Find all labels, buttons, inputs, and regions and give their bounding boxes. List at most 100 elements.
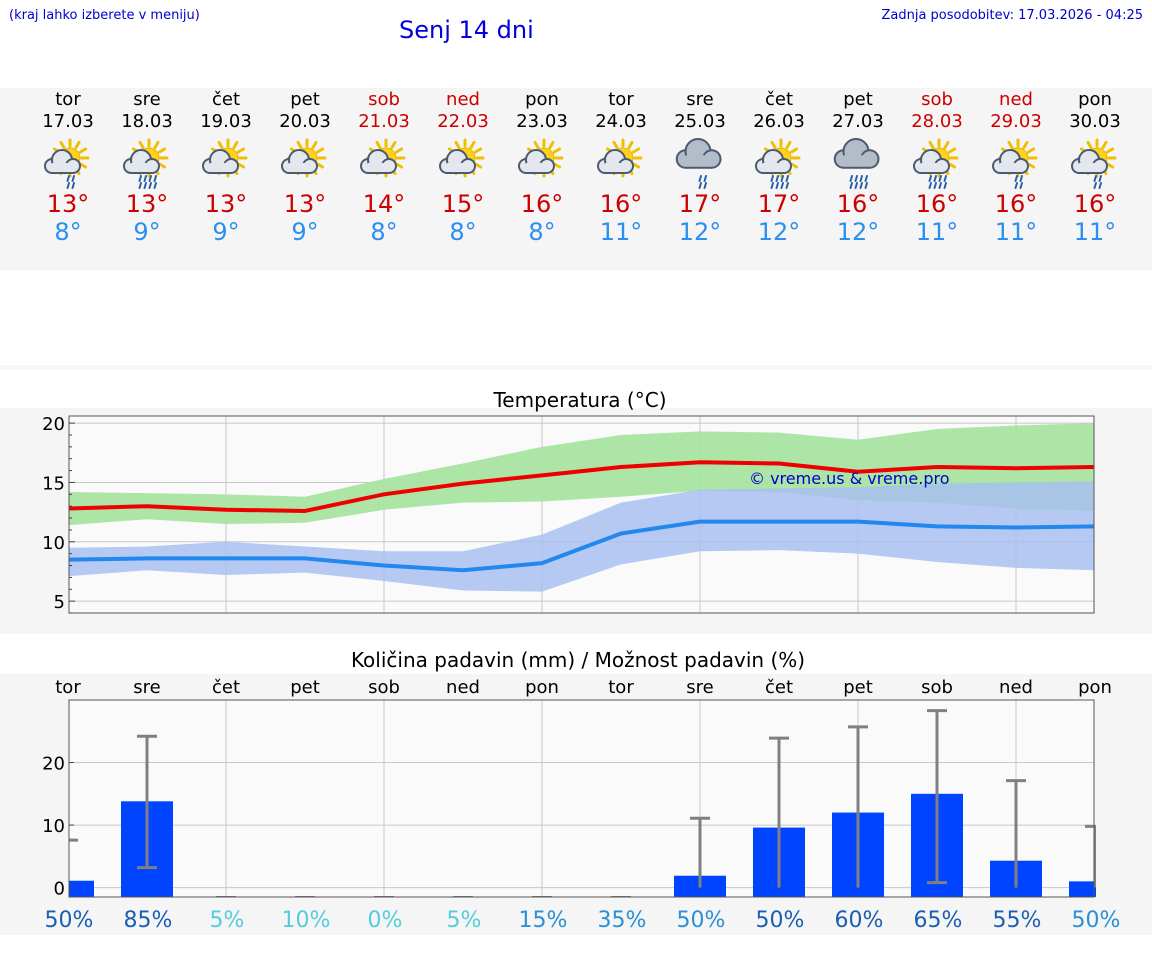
x-category-label: ned xyxy=(446,677,480,698)
min-temperature: 8° xyxy=(528,218,556,246)
precipitation-probability: 50% xyxy=(1072,908,1121,933)
day-name: tor xyxy=(608,89,634,110)
day-forecast: tor 17.03 13° 8° xyxy=(28,89,108,246)
day-date: 21.03 xyxy=(358,111,410,132)
y-tick-label: 10 xyxy=(42,816,65,837)
sun-cloud-rain-icon xyxy=(992,138,1038,189)
precipitation-probability: 65% xyxy=(914,908,963,933)
cloud-rain-icon xyxy=(675,138,722,189)
sun-cloud-heavy-rain-icon xyxy=(755,138,801,189)
day-forecast: sre 18.03 13° 9° xyxy=(107,89,187,246)
max-temperature: 16° xyxy=(915,190,959,218)
sun-cloud-icon xyxy=(360,138,406,178)
sun-cloud-icon xyxy=(281,138,327,178)
day-date: 25.03 xyxy=(674,111,726,132)
min-temperature: 8° xyxy=(54,218,82,246)
precipitation-probability: 50% xyxy=(45,908,94,933)
precipitation-probability: 15% xyxy=(519,908,568,933)
max-temperature: 16° xyxy=(1073,190,1117,218)
location-menu-hint: (kraj lahko izberete v meniju) xyxy=(9,8,200,23)
precipitation-bar xyxy=(69,880,94,897)
x-category-label: pet xyxy=(290,677,320,698)
max-temperature: 17° xyxy=(757,190,801,218)
max-temperature: 13° xyxy=(125,190,169,218)
day-date: 30.03 xyxy=(1069,111,1121,132)
y-tick-label: 20 xyxy=(42,414,65,435)
day-name: sob xyxy=(921,89,953,110)
precipitation-chart-title: Količina padavin (mm) / Možnost padavin … xyxy=(350,648,806,672)
x-category-label: pet xyxy=(843,677,873,698)
sun-cloud-icon xyxy=(439,138,485,178)
day-name: sre xyxy=(686,89,714,110)
max-temperature: 13° xyxy=(204,190,248,218)
x-category-label: sre xyxy=(133,677,160,698)
sun-cloud-icon xyxy=(202,138,248,178)
day-forecast: ned 22.03 15° 8° xyxy=(423,89,503,246)
day-name: pon xyxy=(1078,89,1112,110)
y-tick-label: 15 xyxy=(42,473,65,494)
precipitation-plot-frame xyxy=(68,699,1095,898)
day-forecast: pet 20.03 13° 9° xyxy=(265,89,345,246)
day-forecast: čet 26.03 17° 12° xyxy=(739,89,819,246)
day-forecast: pon 23.03 16° 8° xyxy=(502,89,582,246)
x-category-label: sob xyxy=(368,677,400,698)
precipitation-probability: 55% xyxy=(993,908,1042,933)
day-date: 17.03 xyxy=(42,111,94,132)
precipitation-probability: 5% xyxy=(210,908,245,933)
daily-forecast-panel xyxy=(0,88,1152,270)
y-tick-label: 20 xyxy=(42,754,65,775)
max-temperature: 13° xyxy=(46,190,90,218)
max-temperature: 14° xyxy=(362,190,406,218)
min-temperature: 11° xyxy=(599,218,643,246)
day-name: pet xyxy=(843,89,873,110)
temperature-chart-title: Temperatura (°C) xyxy=(493,388,667,412)
max-temperature-range-band xyxy=(69,423,1094,526)
day-name: sre xyxy=(133,89,161,110)
precipitation-probability: 85% xyxy=(124,908,173,933)
min-temperature: 9° xyxy=(133,218,161,246)
sun-cloud-icon xyxy=(597,138,643,178)
day-forecast: pon 30.03 16° 11° xyxy=(1055,89,1135,246)
day-forecast: sob 21.03 14° 8° xyxy=(344,89,424,246)
day-name: pon xyxy=(525,89,559,110)
day-name: ned xyxy=(999,89,1033,110)
day-forecast: tor 24.03 16° 11° xyxy=(581,89,661,246)
x-category-label: tor xyxy=(608,677,634,698)
page-title: Senj 14 dni xyxy=(399,16,534,44)
day-date: 26.03 xyxy=(753,111,805,132)
precipitation-probability: 60% xyxy=(835,908,884,933)
x-category-label: ned xyxy=(999,677,1033,698)
day-date: 28.03 xyxy=(911,111,963,132)
sun-cloud-rain-icon xyxy=(1071,138,1117,189)
day-name: ned xyxy=(446,89,480,110)
day-forecast: pet 27.03 16° 12° xyxy=(818,89,898,246)
sun-cloud-rain-icon xyxy=(44,138,90,189)
min-temperature: 8° xyxy=(370,218,398,246)
day-date: 18.03 xyxy=(121,111,173,132)
day-name: čet xyxy=(764,89,794,110)
max-temperature: 17° xyxy=(678,190,722,218)
sun-cloud-heavy-rain-icon xyxy=(123,138,169,189)
max-temperature: 13° xyxy=(283,190,327,218)
day-forecast: čet 19.03 13° 9° xyxy=(186,89,266,246)
copyright-watermark: © vreme.us & vreme.pro xyxy=(749,469,950,488)
max-temperature-line xyxy=(69,460,1094,513)
sun-cloud-icon xyxy=(518,138,564,178)
day-date: 23.03 xyxy=(516,111,568,132)
day-name: tor xyxy=(55,89,81,110)
day-date: 22.03 xyxy=(437,111,489,132)
day-name: sob xyxy=(368,89,400,110)
x-category-label: sre xyxy=(686,677,713,698)
day-name: pet xyxy=(290,89,320,110)
min-temperature: 11° xyxy=(994,218,1038,246)
precipitation-probability: 50% xyxy=(756,908,805,933)
precipitation-probability: 10% xyxy=(282,908,331,933)
y-tick-label: 10 xyxy=(42,533,65,554)
max-temperature: 16° xyxy=(520,190,564,218)
max-temperature: 16° xyxy=(994,190,1038,218)
day-date: 24.03 xyxy=(595,111,647,132)
cloud-heavy-rain-icon xyxy=(833,138,880,189)
day-forecast: sre 25.03 17° 12° xyxy=(660,89,740,246)
